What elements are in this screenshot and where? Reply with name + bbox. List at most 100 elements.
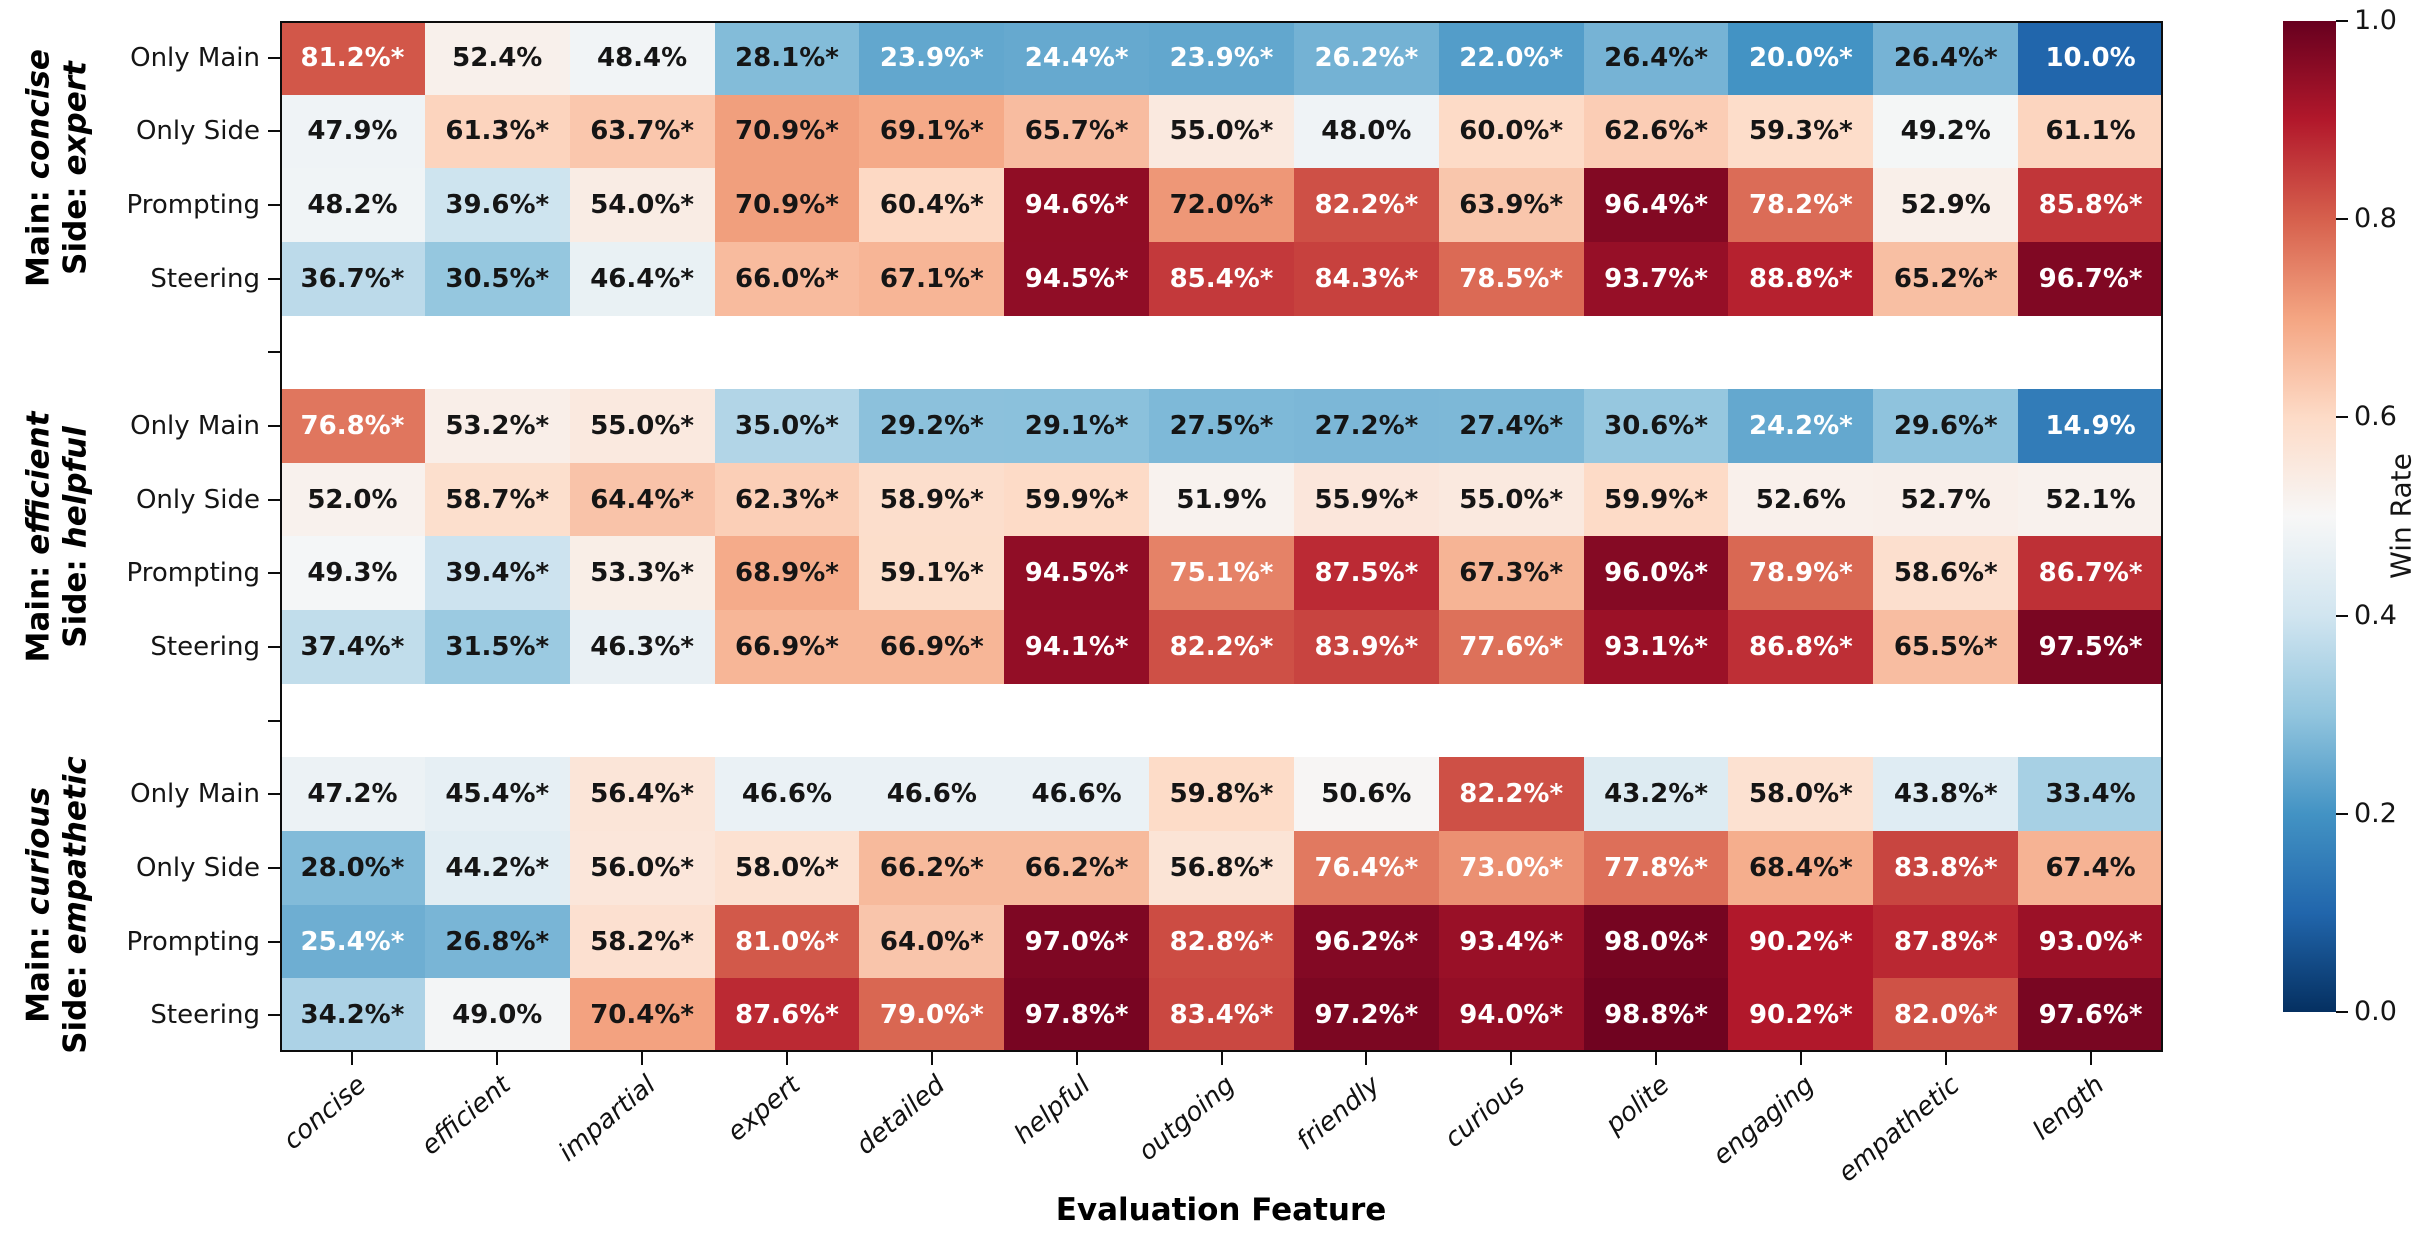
heatmap-cell: 28.1%* [714,21,860,95]
row-label: Only Main [130,42,260,73]
heatmap-cell: 46.6% [859,757,1005,832]
heatmap-cell: 24.2%* [1728,389,1874,463]
heatmap-cell: 60.0%* [1438,94,1584,169]
x-tick-label: friendly [1290,1070,1386,1157]
y-tick [268,572,280,575]
heatmap-panel-3: 47.2% 45.4%* 56.4%* 46.6% 46.6% 46.6% 59.8%* 50… [280,757,2163,1052]
heatmap-cell: 47.9% [280,94,425,169]
heatmap-cell: 87.6%* [714,978,860,1052]
main-prefix: Main: [20,190,57,288]
x-tick [1220,1052,1223,1065]
heatmap-cell: 64.0%* [859,904,1005,979]
heatmap-cell: 49.2% [1873,94,2019,169]
y-tick [268,351,280,354]
y-tick [268,498,280,501]
colorbar-tick-label: 1.0 [2354,5,2397,36]
heatmap-cell: 76.4%* [1293,831,1439,905]
x-tick-label: expert [722,1070,807,1148]
heatmap-cell: 83.4%* [1149,978,1294,1052]
heatmap-cell: 86.7%* [2018,536,2163,611]
x-tick [1365,1052,1368,1065]
heatmap-panel-2: 76.8%* 53.2%* 55.0%* 35.0%* 29.2%* 29.1%* 27.5… [280,389,2163,684]
heatmap-cell: 25.4%* [280,904,425,979]
heatmap-cell: 36.7%* [280,241,425,316]
heatmap-cell: 26.8%* [424,904,570,979]
heatmap-cell: 53.3%* [569,536,715,611]
heatmap-cell: 85.8%* [2018,168,2163,242]
row-label: Only Side [135,852,260,883]
colorbar-tick [2336,812,2348,815]
heatmap-cell: 54.0%* [569,168,715,242]
row-label: Only Side [135,116,260,147]
row-label: Prompting [126,558,260,589]
heatmap-cell: 48.0% [1293,94,1439,169]
y-tick [268,940,280,943]
row-label: Only Main [130,779,260,810]
heatmap-cell: 94.1%* [1004,610,1150,684]
heatmap-cell: 78.9%* [1728,536,1874,611]
heatmap-cell: 67.1%* [859,241,1005,316]
colorbar-tick [2336,416,2348,419]
heatmap-cell: 58.6%* [1873,536,2019,611]
side-value: expert [57,61,93,176]
x-tick [1655,1052,1658,1065]
x-tick-label: outgoing [1133,1070,1241,1168]
heatmap-cell: 34.2%* [280,978,425,1052]
heatmap-cell: 58.9%* [859,462,1005,537]
side-prefix: Side: [57,964,93,1054]
heatmap-cell: 96.4%* [1583,168,1729,242]
y-tick [268,793,280,796]
x-tick [2089,1052,2092,1065]
heatmap-cell: 33.4% [2018,757,2163,832]
colorbar-tick-label: 0.6 [2354,401,2397,433]
y-tick [268,277,280,280]
heatmap-cell: 85.4%* [1149,241,1294,316]
row-label: Only Main [130,411,260,442]
heatmap-cell: 67.4% [2018,831,2163,905]
heatmap-cell: 70.4%* [569,978,715,1052]
heatmap-cell: 67.3%* [1438,536,1584,611]
colorbar-tick-label: 0.4 [2354,599,2397,631]
heatmap-cell: 68.9%* [714,536,860,611]
colorbar-tick-label: 0.0 [2354,996,2397,1027]
heatmap-cell: 97.0%* [1004,904,1150,979]
heatmap-cell: 52.7% [1873,462,2019,537]
x-tick-label: engaging [1707,1070,1821,1172]
main-prefix: Main: [20,565,57,662]
heatmap-cell: 59.3%* [1728,94,1874,169]
heatmap-cell: 97.2%* [1293,978,1439,1052]
heatmap-cell: 45.4%* [424,757,570,832]
heatmap-cell: 65.5%* [1873,610,2019,684]
heatmap-cell: 82.0%* [1873,978,2019,1052]
heatmap-cell: 49.0% [424,978,570,1052]
row-label: Prompting [126,190,260,221]
side-prefix: Side: [57,186,93,276]
heatmap-cell: 26.2%* [1293,21,1439,95]
colorbar-tick [2336,1011,2348,1013]
heatmap-cell: 20.0%* [1728,21,1874,95]
heatmap-cell: 96.7%* [2018,241,2163,316]
heatmap-cell: 56.8%* [1149,831,1294,905]
colorbar-tick-label: 0.2 [2354,797,2397,829]
heatmap-cell: 87.8%* [1873,904,2019,979]
heatmap-cell: 58.2%* [569,904,715,979]
y-tick [268,425,280,428]
heatmap-cell: 39.4%* [424,536,570,611]
heatmap-cell: 78.5%* [1438,241,1584,316]
heatmap-cell: 44.2%* [424,831,570,905]
heatmap-cell: 94.5%* [1004,536,1150,611]
heatmap-cell: 59.8%* [1149,757,1294,832]
heatmap-cell: 43.2%* [1583,757,1729,832]
heatmap-cell: 93.0%* [2018,904,2163,979]
heatmap-cell: 83.8%* [1873,831,2019,905]
side-value: empathetic [57,755,93,955]
heatmap-cell: 81.2%* [280,21,425,95]
heatmap-cell: 59.1%* [859,536,1005,611]
y-tick [268,204,280,207]
panel-title-main-line: Main: curious [20,756,57,1054]
heatmap-cell: 26.4%* [1583,21,1729,95]
x-tick-label: efficient [415,1070,517,1162]
colorbar-axis-label: Win Rate [2384,453,2418,579]
heatmap-cell: 73.0%* [1438,831,1584,905]
heatmap-cell: 47.2% [280,757,425,832]
